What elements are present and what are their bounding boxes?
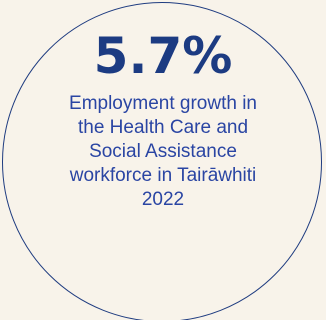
description-line: the Health Care and — [77, 117, 249, 138]
description-line: Employment growth in — [69, 93, 257, 114]
stat-description: Employment growth in the Health Care and… — [28, 92, 298, 212]
description-line: workforce in Tairāwhiti — [69, 165, 257, 186]
description-line: 2022 — [141, 189, 185, 210]
circle-outline — [2, 2, 322, 320]
stat-value: 5.7% — [93, 27, 233, 85]
description-line: Social Assistance — [89, 141, 237, 162]
